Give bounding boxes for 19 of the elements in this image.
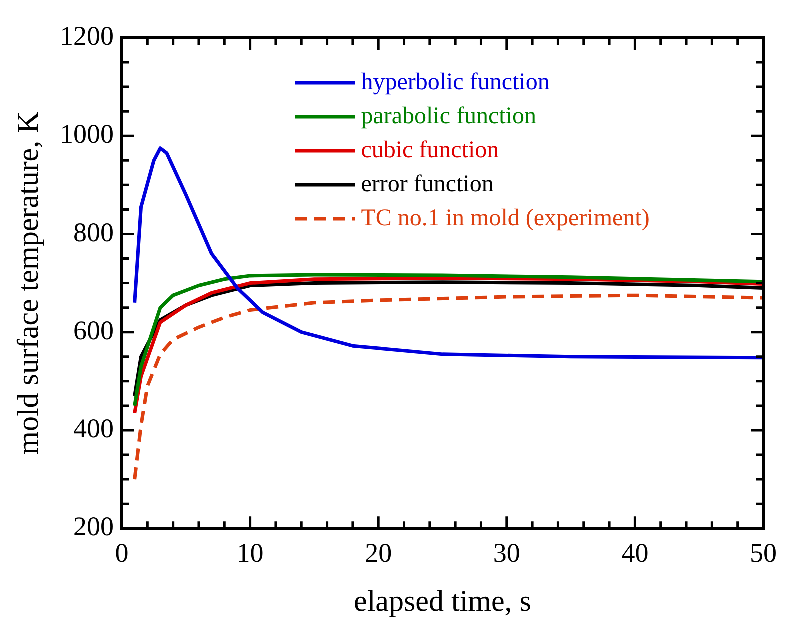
x-tick-label: 10 <box>236 538 264 568</box>
legend-label: hyperbolic function <box>361 69 550 96</box>
y-tick-label: 600 <box>74 315 114 346</box>
y-tick-label: 400 <box>74 414 114 444</box>
y-axis-title: mold surface temperature, K <box>12 111 45 455</box>
x-axis-title: elapsed time, s <box>354 584 532 618</box>
legend-label: cubic function <box>361 137 500 164</box>
y-tick-label: 1200 <box>60 21 114 52</box>
legend-label: TC no.1 in mold (experiment) <box>361 205 650 232</box>
x-tick-label: 30 <box>493 538 520 568</box>
y-tick-label: 800 <box>74 217 114 248</box>
x-tick-label: 20 <box>365 538 392 568</box>
y-tick-label: 200 <box>74 512 114 542</box>
x-tick-label: 50 <box>750 538 777 568</box>
legend-label: error function <box>361 171 494 198</box>
x-tick-label: 40 <box>622 538 649 568</box>
legend-label: parabolic function <box>361 103 536 130</box>
x-tick-label: 0 <box>115 538 129 568</box>
y-tick-label: 1000 <box>60 119 114 150</box>
